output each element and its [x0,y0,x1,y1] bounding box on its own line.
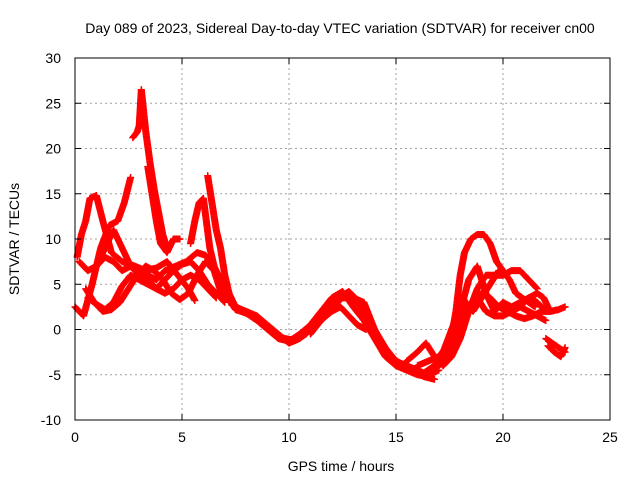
data-point [413,369,421,377]
y-tick-label: -10 [41,412,61,428]
y-tick-label: 5 [53,276,61,292]
data-point [531,303,539,311]
data-point [532,284,540,292]
x-tick-label: 0 [71,429,79,445]
data-point [191,297,199,305]
data-point [212,294,220,302]
y-tick-label: 30 [45,50,61,66]
series-track-14 [306,303,370,338]
y-tick-label: 0 [53,322,61,338]
x-tick-label: 20 [495,429,511,445]
x-axis-title: GPS time / hours [288,458,395,474]
ticks [74,57,611,421]
data-point [362,326,370,333]
y-axis-title: SDTVAR / TECUs [6,183,22,295]
data-point [212,271,220,279]
series-track-6 [92,226,220,302]
x-tick-label: 5 [178,429,186,445]
series-track-20 [441,289,569,361]
y-tick-label: 25 [45,95,61,111]
y-tick-label: 10 [45,231,61,247]
series-track-9 [187,194,220,279]
y-tick-label: 20 [45,141,61,157]
series-track-21 [516,289,554,315]
series-track-8 [144,163,184,257]
x-tick-label: 25 [602,429,618,445]
data-point [546,307,554,315]
series-track-13 [296,294,421,377]
series-track-23 [544,342,569,361]
grid [75,58,610,420]
data-point [176,235,184,243]
x-tick-label: 15 [388,429,404,445]
series-track-7 [129,86,171,252]
data-point [431,375,439,383]
data-point [561,344,569,352]
chart-title: Day 089 of 2023, Sidereal Day-to-day VTE… [85,20,595,36]
data-point [561,303,569,311]
data-point [127,173,135,181]
data-point [542,316,550,324]
x-tick-label: 10 [281,429,297,445]
tick-labels: 0 5 10 15 20 25 -10 -5 0 5 10 15 20 25 30 [41,50,618,445]
y-tick-label: 15 [45,186,61,202]
y-tick-label: -5 [49,367,62,383]
data-point [211,293,219,301]
data-layer [71,86,569,383]
series-track-15 [403,267,541,370]
data-point [424,373,432,381]
